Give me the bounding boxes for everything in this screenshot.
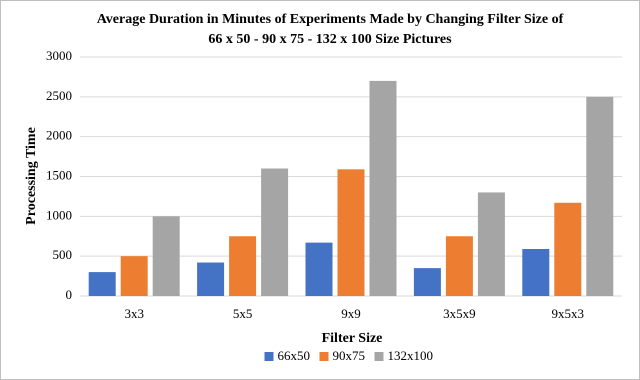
legend-swatch xyxy=(264,352,274,361)
bar xyxy=(337,169,365,296)
legend-swatch xyxy=(319,352,329,361)
bar xyxy=(586,96,614,296)
y-axis-title: Processing Time xyxy=(24,127,39,225)
y-tick-label: 1500 xyxy=(46,167,72,182)
bar xyxy=(477,192,505,296)
y-tick-label: 2500 xyxy=(46,88,72,103)
legend-label: 90x75 xyxy=(333,348,366,363)
x-tick-label: 5x5 xyxy=(233,306,253,321)
bar xyxy=(522,248,550,296)
y-tick-label: 500 xyxy=(53,247,73,262)
legend-swatch xyxy=(374,352,384,361)
legend-label: 66x50 xyxy=(278,348,311,363)
bar xyxy=(554,202,582,296)
bar xyxy=(229,236,257,296)
bar xyxy=(152,216,180,296)
chart-title: 66 x 50 - 90 x 75 - 132 x 100 Size Pictu… xyxy=(208,32,452,47)
bar xyxy=(261,168,289,296)
bar xyxy=(369,80,397,297)
chart-title: Average Duration in Minutes of Experimen… xyxy=(97,12,564,27)
bar xyxy=(445,236,473,296)
y-tick-label: 3000 xyxy=(46,48,72,63)
x-axis-title: Filter Size xyxy=(322,331,383,346)
bar xyxy=(305,242,333,296)
y-tick-label: 0 xyxy=(66,287,73,302)
y-tick-label: 2000 xyxy=(46,128,72,143)
bar xyxy=(197,262,225,296)
x-tick-label: 9x5x3 xyxy=(552,306,585,321)
legend-label: 132x100 xyxy=(388,348,434,363)
x-tick-label: 9x9 xyxy=(341,306,361,321)
x-tick-label: 3x5x9 xyxy=(443,306,476,321)
x-tick-label: 3x3 xyxy=(124,306,144,321)
bar xyxy=(120,256,148,296)
bar xyxy=(88,272,116,296)
y-tick-label: 1000 xyxy=(46,207,72,222)
bar xyxy=(413,268,441,296)
